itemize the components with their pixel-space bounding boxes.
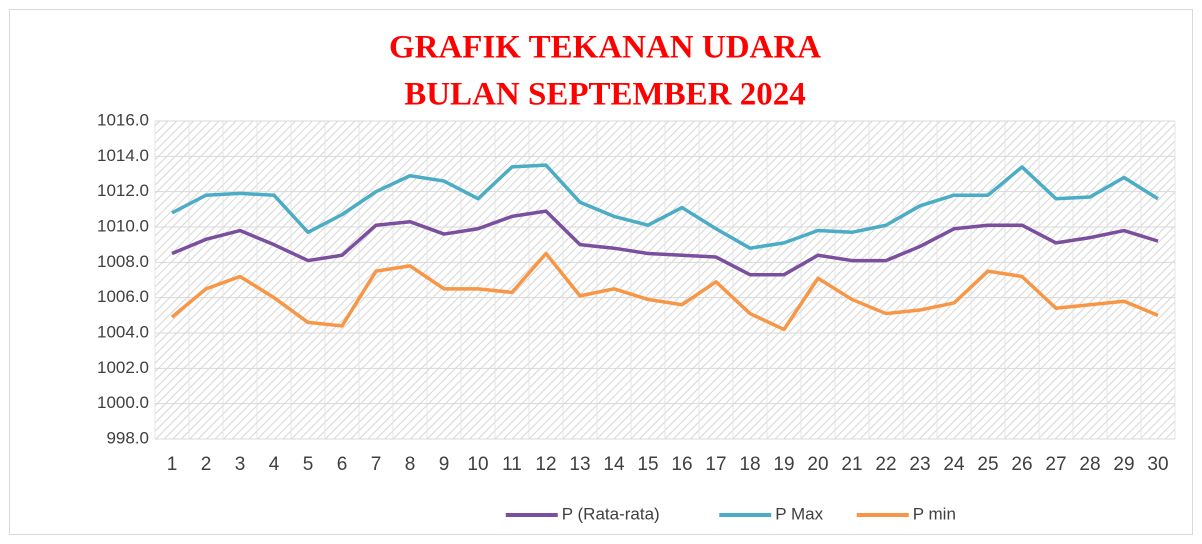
y-tick-label: 1014.0 <box>97 146 149 165</box>
x-tick-label: 6 <box>337 454 348 475</box>
chart-title: GRAFIK TEKANAN UDARA <box>389 30 821 66</box>
x-tick-label: 22 <box>875 454 896 475</box>
x-tick-label: 4 <box>269 454 280 475</box>
x-tick-label: 13 <box>569 454 590 475</box>
x-tick-label: 28 <box>1079 454 1100 475</box>
series-line <box>170 251 1159 332</box>
x-tick-label: 16 <box>671 454 692 475</box>
y-tick-label: 1010.0 <box>97 216 149 235</box>
x-tick-label: 26 <box>1011 454 1032 475</box>
chart-title: BULAN SEPTEMBER 2024 <box>404 77 806 113</box>
x-tick-label: 25 <box>977 454 998 475</box>
x-tick-label: 23 <box>909 454 930 475</box>
y-tick-label: 1004.0 <box>97 322 149 341</box>
series-line <box>171 163 1159 250</box>
x-tick-label: 29 <box>1113 454 1134 475</box>
x-tick-label: 14 <box>603 454 625 475</box>
x-tick-label: 20 <box>807 454 828 475</box>
x-tick-label: 30 <box>1147 454 1168 475</box>
x-tick-label: 19 <box>773 454 794 475</box>
x-tick-label: 21 <box>841 454 862 475</box>
y-tick-label: 1016.0 <box>97 110 149 129</box>
series-line <box>171 209 1159 277</box>
legend-label: P min <box>913 504 956 523</box>
x-tick-label: 5 <box>303 454 314 475</box>
y-tick-label: 1006.0 <box>97 287 149 306</box>
y-tick-label: 1002.0 <box>97 358 149 377</box>
x-tick-label: 8 <box>405 454 416 475</box>
x-tick-label: 15 <box>637 454 658 475</box>
x-tick-label: 2 <box>201 454 212 475</box>
legend-label: P (Rata-rata) <box>562 504 660 523</box>
x-tick-label: 1 <box>167 454 178 475</box>
y-tick-label: 1008.0 <box>97 252 149 271</box>
x-tick-label: 17 <box>705 454 726 475</box>
x-tick-label: 12 <box>535 454 556 475</box>
x-tick-label: 18 <box>739 454 760 475</box>
x-tick-label: 11 <box>502 454 522 475</box>
x-tick-label: 7 <box>371 454 382 475</box>
y-tick-label: 998.0 <box>106 428 149 447</box>
x-tick-label: 24 <box>943 454 965 475</box>
legend-label: P Max <box>775 504 823 523</box>
y-tick-label: 1000.0 <box>97 393 149 412</box>
x-tick-label: 10 <box>467 454 488 475</box>
x-tick-label: 27 <box>1045 454 1066 475</box>
x-tick-label: 3 <box>235 454 246 475</box>
x-tick-label: 9 <box>439 454 450 475</box>
y-tick-label: 1012.0 <box>97 181 149 200</box>
